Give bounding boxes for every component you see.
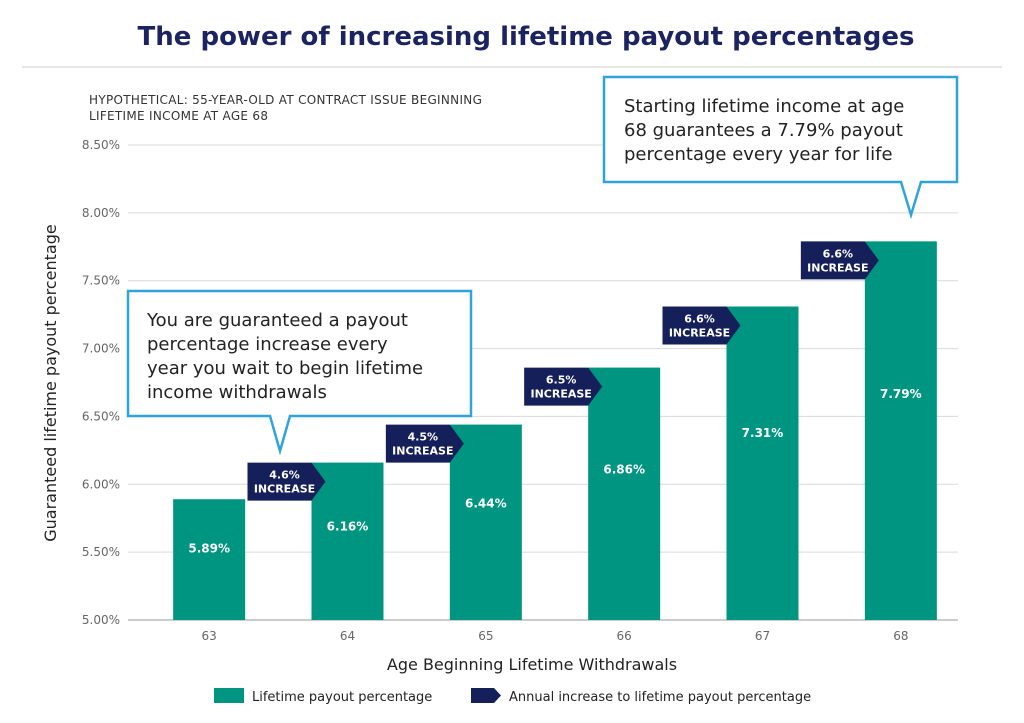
x-tick-label: 65 [478, 629, 493, 643]
increase-tag-shape [662, 306, 741, 345]
bar [726, 306, 799, 620]
x-axis-ticks: 63 64 65 66 67 68 [202, 629, 909, 643]
bars [173, 241, 937, 620]
callout-wait-increase: You are guaranteed a payout percentage i… [126, 289, 473, 456]
increase-tag: 6.6%INCREASE [662, 306, 741, 345]
increase-tag-word: INCREASE [807, 261, 868, 274]
bar-value-label: 6.44% [465, 497, 507, 511]
y-tick-label: 5.50% [82, 545, 120, 559]
x-axis-title: Age Beginning Lifetime Withdrawals [387, 655, 677, 674]
y-tick-label: 5.00% [82, 613, 120, 627]
callout-box [126, 289, 473, 456]
increase-tag-percent: 4.6% [269, 469, 300, 482]
bar [449, 424, 522, 620]
x-tick-label: 68 [893, 629, 908, 643]
y-tick-label: 8.50% [82, 138, 120, 152]
increase-tags: 4.6%INCREASE4.5%INCREASE6.5%INCREASE6.6%… [247, 241, 879, 501]
callout-text-line: percentage every year for life [624, 144, 893, 165]
y-axis-ticks: 5.00% 5.50% 6.00% 6.50% 7.00% 7.50% 8.00% 8.50% [82, 138, 120, 627]
increase-tag-percent: 6.5% [546, 374, 577, 387]
chart-subtitle-line-1: HYPOTHETICAL: 55-YEAR-OLD AT CONTRACT IS… [89, 93, 482, 107]
legend: Lifetime payout percentage Annual increa… [214, 688, 811, 705]
bar [173, 499, 246, 620]
y-tick-label: 6.50% [82, 409, 120, 423]
callout-text-line: Starting lifetime income at age [624, 96, 904, 117]
y-tick-label: 6.00% [82, 477, 120, 491]
bar-value-label: 6.86% [603, 463, 645, 477]
increase-tag-shape [385, 424, 464, 463]
callout-text-line: year you wait to begin lifetime [147, 358, 423, 379]
legend-label: Annual increase to lifetime payout perce… [509, 690, 811, 705]
increase-tag-shape [524, 367, 603, 406]
bar-value-label: 6.16% [327, 520, 369, 534]
increase-tag: 6.5%INCREASE [524, 367, 603, 406]
bar [588, 367, 661, 620]
legend-swatch-bar [214, 688, 244, 703]
increase-tag-percent: 6.6% [823, 247, 854, 260]
bar-value-label: 7.79% [880, 387, 922, 401]
callout-starting-income: Starting lifetime income at age 68 guara… [602, 75, 959, 220]
bar-value-labels: 5.89% 6.16% 6.44% 6.86% 7.31% 7.79% [188, 387, 921, 556]
chart-subtitle-line-2: LIFETIME INCOME AT AGE 68 [89, 109, 268, 123]
callout-box [602, 75, 959, 220]
increase-tag: 6.6%INCREASE [800, 241, 879, 280]
increase-tag-word: INCREASE [531, 388, 592, 401]
legend-swatch-increase [471, 688, 501, 703]
increase-tag-word: INCREASE [254, 483, 315, 496]
x-tick-label: 63 [202, 629, 217, 643]
increase-tag: 4.5%INCREASE [385, 424, 464, 463]
bar-value-label: 5.89% [188, 542, 230, 556]
y-axis-title: Guaranteed lifetime payout percentage [41, 224, 60, 541]
increase-tag-shape [800, 241, 879, 280]
y-tick-label: 7.50% [82, 274, 120, 288]
increase-tag-word: INCREASE [392, 445, 453, 458]
callout-text-line: percentage increase every [147, 334, 388, 355]
increase-tag: 4.6%INCREASE [247, 462, 326, 501]
callout-text-line: 68 guarantees a 7.79% payout [624, 120, 903, 141]
increase-tag-shape [247, 462, 326, 501]
increase-tag-word: INCREASE [669, 327, 730, 340]
increase-tag-percent: 4.5% [408, 431, 439, 444]
callout-text-line: You are guaranteed a payout [146, 310, 408, 331]
x-tick-label: 67 [755, 629, 770, 643]
increase-tag-percent: 6.6% [684, 313, 715, 326]
y-tick-label: 7.00% [82, 342, 120, 356]
x-tick-label: 66 [617, 629, 632, 643]
callout-text-line: income withdrawals [147, 382, 327, 403]
legend-label: Lifetime payout percentage [252, 690, 432, 705]
x-tick-label: 64 [340, 629, 355, 643]
page-title: The power of increasing lifetime payout … [138, 22, 915, 52]
bar [864, 241, 937, 620]
bar-value-label: 7.31% [742, 426, 784, 440]
y-tick-label: 8.00% [82, 206, 120, 220]
bar [311, 462, 384, 620]
